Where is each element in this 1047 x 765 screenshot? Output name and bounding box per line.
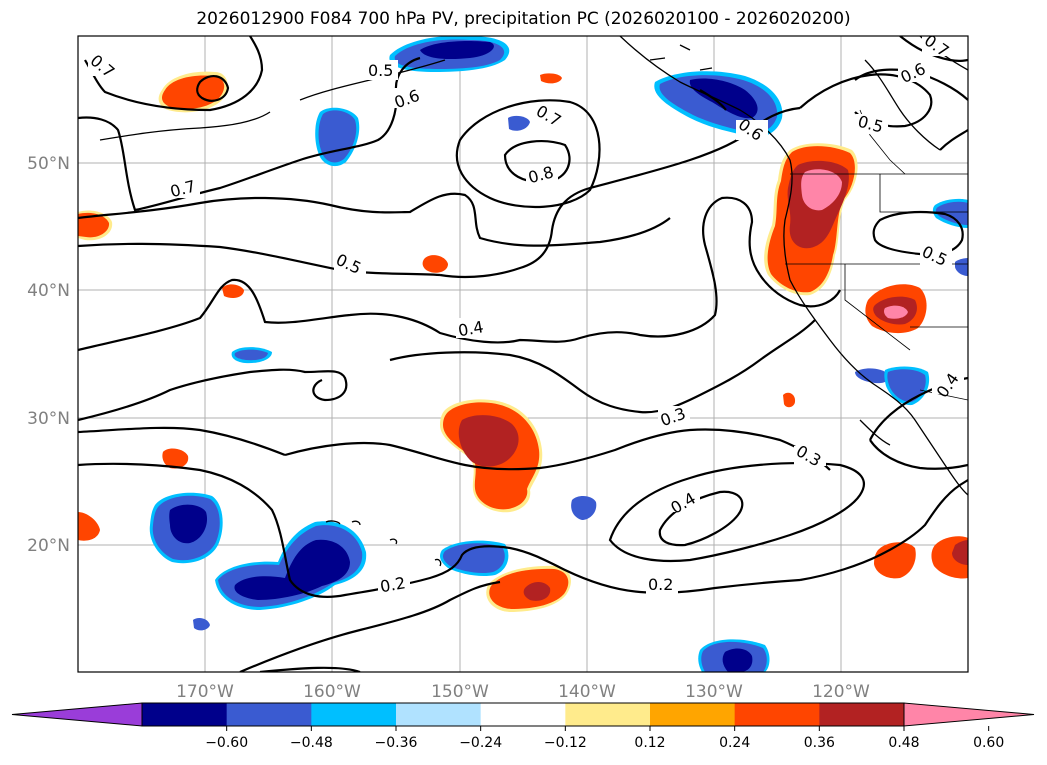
contour-label: 0.2 (379, 573, 407, 596)
contour-label: 0.4 (457, 317, 485, 340)
lat-label: 40°N (27, 281, 70, 301)
lon-label: 120°W (812, 682, 870, 702)
precip-negative-areas (149, 36, 968, 672)
colorbar-swatch (819, 703, 905, 726)
lat-label: 20°N (27, 536, 70, 556)
lon-label: 150°W (431, 682, 489, 702)
colorbar-tick-label: −0.12 (544, 735, 587, 751)
colorbar-tick-label: −0.36 (375, 735, 418, 751)
colorbar-swatch (311, 703, 397, 726)
colorbar-tick-label: 0.48 (888, 735, 919, 751)
colorbar-tick-label: 0.60 (973, 735, 1004, 751)
map-frame (77, 35, 969, 673)
map-panel: 0.7 0.5 0.6 0.7 0.8 0.7 0.6 0.5 0.4 0.3 … (78, 36, 968, 672)
colorbar-extend-low (11, 702, 143, 727)
lon-label: 140°W (558, 682, 616, 702)
lon-label: 130°W (685, 682, 743, 702)
colorbar-tick-label: 0.36 (804, 735, 835, 751)
colorbar-swatch (142, 703, 228, 726)
lon-label: 160°W (303, 682, 361, 702)
map-title: 2026012900 F084 700 hPa PV, precipitatio… (196, 9, 851, 29)
colorbar-tick-label: −0.24 (459, 735, 502, 751)
colorbar-tick-label: 0.12 (634, 735, 665, 751)
colorbar-swatch (396, 703, 482, 726)
precip-positive-areas (78, 71, 968, 612)
lon-label: 170°W (176, 682, 234, 702)
contour-label: 0.5 (368, 61, 393, 80)
colorbar-tick-label: −0.60 (205, 735, 248, 751)
pv-contours (78, 36, 968, 672)
lat-label: 50°N (27, 154, 70, 174)
longitude-labels: 170°W 160°W 150°W 140°W 130°W 120°W (176, 682, 870, 702)
latitude-labels: 50°N 40°N 30°N 20°N (27, 154, 70, 556)
lat-label: 30°N (27, 409, 70, 429)
colorbar-swatch (565, 703, 651, 726)
colorbar: −0.60 −0.48 −0.36 −0.24 −0.12 0.12 0.24 0.36 0.4… (11, 702, 1035, 751)
contour-label: 0.2 (648, 575, 673, 594)
colorbar-swatch (226, 703, 312, 726)
colorbar-tick-label: −0.48 (290, 735, 333, 751)
colorbar-frame (141, 702, 905, 727)
colorbar-swatch (480, 703, 566, 726)
colorbar-swatch (734, 703, 820, 726)
colorbar-swatch (650, 703, 736, 726)
colorbar-extend-high (903, 702, 1035, 727)
colorbar-tick-label: 0.24 (719, 735, 750, 751)
